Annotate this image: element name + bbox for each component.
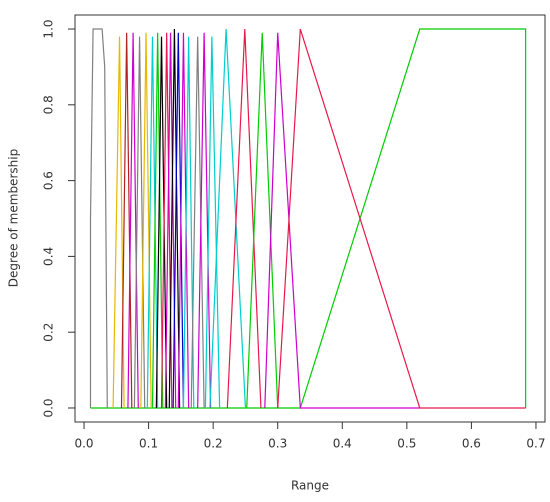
x-tick-label: 0.5 (397, 437, 416, 451)
y-tick-label: 0.2 (42, 323, 56, 342)
membership-line (146, 36, 159, 408)
x-tick-label: 0.1 (139, 437, 158, 451)
x-tick-label: 0.3 (268, 437, 287, 451)
membership-line (209, 28, 247, 409)
membership-line (164, 32, 177, 408)
membership-line (226, 28, 262, 409)
membership-line (151, 32, 164, 408)
x-tick-label: 0.7 (526, 437, 545, 451)
x-tick-label: 0.2 (204, 437, 223, 451)
y-tick-label: 0.4 (42, 247, 56, 266)
membership-line (168, 29, 181, 408)
membership-line (197, 32, 212, 408)
membership-line (89, 28, 108, 408)
membership-line (155, 36, 168, 408)
membership-line (190, 36, 205, 408)
membership-line (112, 36, 125, 408)
membership-line (246, 32, 279, 409)
y-tick-label: 0.0 (42, 398, 56, 417)
y-tick-label: 0.6 (42, 171, 56, 190)
y-axis-label: Degree of membership (7, 149, 21, 287)
membership-line (182, 36, 195, 408)
y-tick-label: 0.8 (42, 95, 56, 114)
membership-line (160, 32, 173, 408)
membership-line (264, 32, 420, 409)
x-tick-label: 0.6 (462, 437, 481, 451)
membership-line (277, 28, 526, 409)
membership-line (204, 36, 221, 408)
membership-line (177, 32, 190, 408)
membership-line (90, 28, 527, 409)
plot-frame (74, 14, 546, 423)
x-tick-label: 0.4 (333, 437, 352, 451)
x-axis-label: Range (291, 479, 329, 493)
membership-line (172, 32, 185, 408)
x-tick-label: 0.0 (74, 437, 93, 451)
y-tick-label: 1.0 (42, 19, 56, 38)
